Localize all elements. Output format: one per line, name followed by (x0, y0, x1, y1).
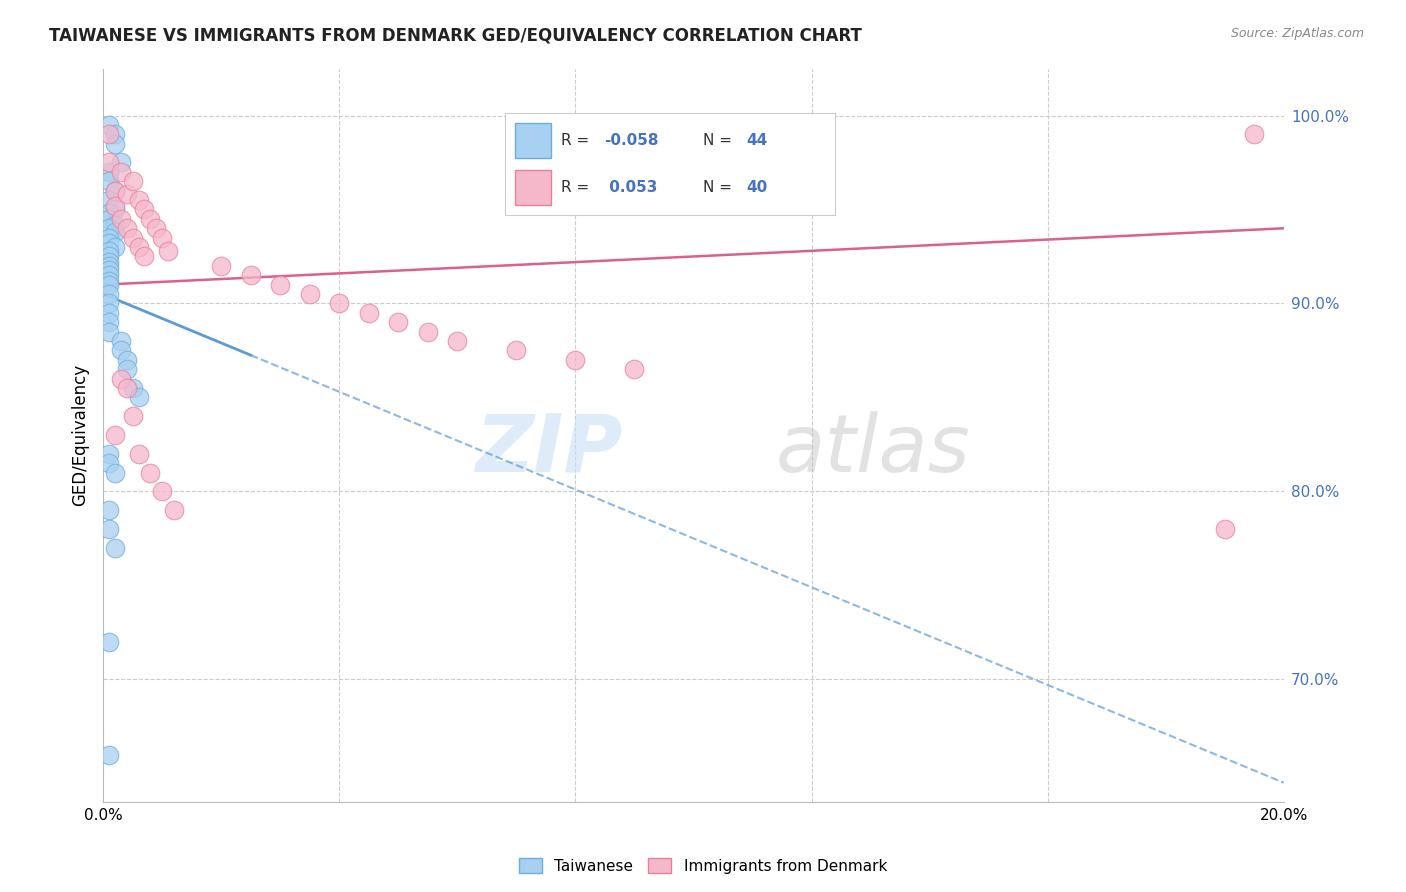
Point (98, 262, 121, 277)
Point (98, 325, 121, 339)
Point (328, 296, 350, 310)
Point (98, 456, 121, 470)
Point (134, 250, 156, 264)
Point (239, 268, 262, 283)
Point (128, 193, 150, 207)
Point (209, 259, 232, 273)
Point (98, 274, 121, 288)
Point (357, 306, 380, 320)
Point (150, 484, 173, 499)
Point (98, 118, 121, 132)
Point (98, 447, 121, 461)
Point (98, 634, 121, 648)
Point (115, 221, 138, 235)
Point (128, 391, 150, 405)
Point (98, 255, 121, 269)
Legend: Taiwanese, Immigrants from Denmark: Taiwanese, Immigrants from Denmark (513, 852, 893, 880)
Point (98, 315, 121, 329)
Text: TAIWANESE VS IMMIGRANTS FROM DENMARK GED/EQUIVALENCY CORRELATION CHART: TAIWANESE VS IMMIGRANTS FROM DENMARK GED… (49, 27, 862, 45)
Y-axis label: GED/Equivalency: GED/Equivalency (72, 364, 89, 506)
Point (104, 199, 127, 213)
Point (98, 503, 121, 517)
Point (446, 334, 468, 348)
Point (416, 325, 439, 339)
Point (104, 428, 127, 442)
Point (121, 230, 143, 244)
Point (104, 218, 127, 232)
Point (98, 206, 121, 220)
Point (98, 165, 121, 179)
Point (98, 268, 121, 283)
Point (115, 381, 138, 395)
Point (98, 211, 121, 226)
Point (115, 187, 138, 202)
Point (98, 193, 121, 207)
Point (104, 466, 127, 480)
Point (98, 236, 121, 251)
Point (110, 211, 132, 226)
Point (98, 296, 121, 310)
Point (98, 250, 121, 264)
Point (121, 409, 143, 424)
Point (298, 287, 321, 301)
Point (98, 259, 121, 273)
Point (1243, 128, 1265, 142)
Point (110, 334, 132, 348)
Point (98, 244, 121, 258)
Point (115, 362, 138, 376)
Point (121, 174, 143, 188)
Point (110, 371, 132, 385)
Point (121, 381, 143, 395)
Point (128, 240, 150, 254)
Point (98, 174, 121, 188)
Point (104, 541, 127, 555)
Point (104, 136, 127, 151)
Text: ZIP: ZIP (475, 410, 623, 489)
Point (387, 315, 409, 329)
Point (98, 287, 121, 301)
Point (163, 503, 186, 517)
Point (564, 352, 586, 367)
Point (150, 230, 173, 244)
Point (98, 230, 121, 244)
Point (98, 306, 121, 320)
Point (157, 244, 180, 258)
Point (134, 202, 156, 217)
Point (104, 128, 127, 142)
Point (98, 221, 121, 235)
Point (98, 128, 121, 142)
Point (104, 184, 127, 198)
Point (98, 747, 121, 762)
Point (1213, 522, 1236, 536)
Point (98, 277, 121, 292)
Text: atlas: atlas (776, 410, 972, 489)
Point (104, 184, 127, 198)
Point (269, 277, 291, 292)
Point (110, 343, 132, 358)
Point (505, 343, 527, 358)
Text: Source: ZipAtlas.com: Source: ZipAtlas.com (1230, 27, 1364, 40)
Point (110, 155, 132, 169)
Point (104, 240, 127, 254)
Point (104, 225, 127, 239)
Point (139, 211, 162, 226)
Point (145, 221, 167, 235)
Point (128, 447, 150, 461)
Point (98, 155, 121, 169)
Point (139, 466, 162, 480)
Point (110, 165, 132, 179)
Point (115, 352, 138, 367)
Point (623, 362, 645, 376)
Point (98, 522, 121, 536)
Point (104, 202, 127, 217)
